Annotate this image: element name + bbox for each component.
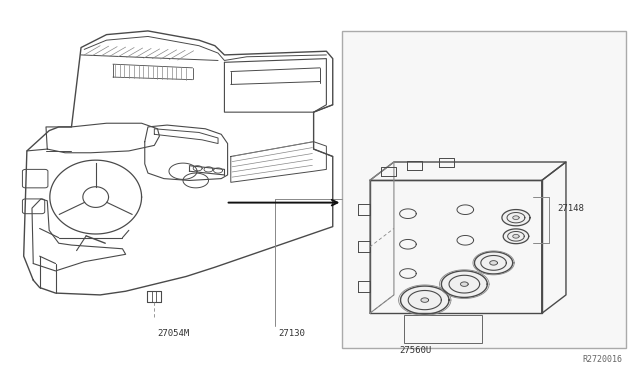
Polygon shape: [461, 282, 468, 286]
Polygon shape: [490, 261, 497, 265]
Polygon shape: [442, 271, 487, 298]
Text: 27560U: 27560U: [399, 346, 432, 355]
Polygon shape: [474, 252, 513, 274]
Text: 27054M: 27054M: [157, 329, 189, 338]
Polygon shape: [502, 209, 530, 226]
Text: R2720016: R2720016: [582, 355, 623, 364]
Polygon shape: [503, 229, 529, 244]
Text: 27148: 27148: [557, 203, 584, 213]
Polygon shape: [401, 286, 449, 314]
Bar: [404, 315, 481, 343]
Bar: [342, 31, 626, 349]
Polygon shape: [513, 234, 519, 238]
Polygon shape: [421, 298, 429, 302]
Text: 27130: 27130: [278, 329, 305, 338]
Polygon shape: [513, 216, 519, 219]
